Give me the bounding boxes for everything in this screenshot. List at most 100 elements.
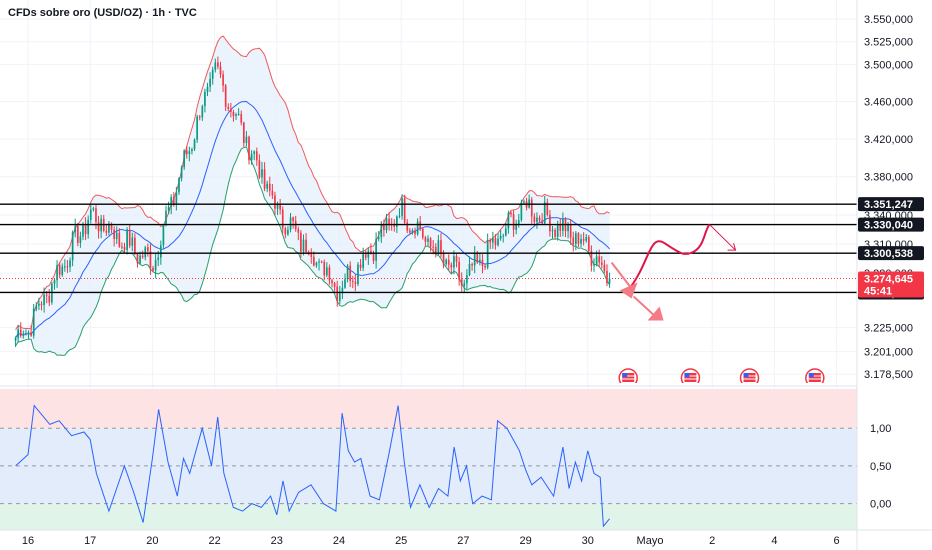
candle xyxy=(154,253,157,279)
chart-title: CFDs sobre oro (USD/OZ) · 1h · TVC xyxy=(8,7,197,19)
us-event-flag-icon[interactable] xyxy=(680,368,701,387)
candle xyxy=(305,233,307,254)
drop-arrow-shaft xyxy=(610,261,633,290)
candle xyxy=(201,104,204,121)
candle xyxy=(217,56,219,70)
candle xyxy=(507,210,510,234)
candle xyxy=(97,215,100,239)
candle xyxy=(32,303,35,339)
candle xyxy=(58,262,61,279)
candle xyxy=(84,217,87,241)
time-tick-label: 16 xyxy=(22,535,34,547)
candle xyxy=(232,109,235,122)
candle xyxy=(320,260,323,264)
price-tick-label: 3.500,000 xyxy=(864,60,913,72)
candle xyxy=(587,235,590,254)
candle xyxy=(51,282,53,305)
candle xyxy=(445,258,447,266)
candle xyxy=(123,242,126,254)
candle xyxy=(141,250,144,259)
candle xyxy=(538,215,541,223)
current-price-tag-bg xyxy=(858,271,924,298)
candle xyxy=(240,110,243,126)
candle xyxy=(35,302,38,312)
target-arrow-head xyxy=(647,306,664,321)
candle xyxy=(447,254,450,271)
candle xyxy=(152,265,154,272)
candle xyxy=(17,325,19,343)
candle xyxy=(250,150,253,165)
candle xyxy=(271,183,274,200)
candle xyxy=(458,256,460,286)
candle xyxy=(126,227,128,255)
candle xyxy=(43,287,45,313)
candle xyxy=(180,165,183,182)
candlestick-series xyxy=(14,56,611,347)
candle xyxy=(424,235,427,247)
candle xyxy=(66,260,69,273)
candle xyxy=(302,234,305,256)
time-tick-label: 29 xyxy=(519,535,531,547)
oscillator-tick-label: 0,50 xyxy=(870,461,891,473)
time-tick-label: 2 xyxy=(709,535,715,547)
candle xyxy=(211,66,214,85)
candle xyxy=(318,258,320,271)
candle xyxy=(274,191,276,215)
oscillator-axis[interactable]: 1,00 0,50 0,00 xyxy=(870,423,891,510)
candle xyxy=(242,121,245,147)
candle xyxy=(354,274,357,292)
candle xyxy=(466,269,468,290)
us-event-flag-icon[interactable] xyxy=(805,368,825,387)
candle xyxy=(520,199,523,222)
candle xyxy=(401,194,403,220)
candle xyxy=(359,259,362,271)
time-tick-label: 23 xyxy=(271,535,283,547)
candle xyxy=(403,194,406,225)
economic-events xyxy=(618,368,825,387)
candle xyxy=(510,211,512,218)
candle xyxy=(237,108,240,116)
candle xyxy=(569,219,572,245)
current-price-label: 3.274,645 xyxy=(864,273,913,285)
candle xyxy=(165,205,167,227)
candle xyxy=(344,273,346,289)
oscillator-tick-label: 1,00 xyxy=(870,423,891,435)
candle xyxy=(131,232,134,252)
candle xyxy=(134,233,136,256)
us-event-flag-icon[interactable] xyxy=(739,368,760,387)
candle xyxy=(128,224,131,249)
level-tag-bg xyxy=(858,197,924,212)
candle xyxy=(261,161,263,184)
candle xyxy=(206,82,209,97)
candle xyxy=(175,186,178,211)
candle xyxy=(533,213,536,226)
candle xyxy=(554,227,556,240)
candle xyxy=(30,325,32,337)
candle xyxy=(479,253,481,266)
candle xyxy=(375,232,377,269)
candle xyxy=(61,263,64,277)
candle xyxy=(499,230,502,241)
time-tick-label: 30 xyxy=(582,535,594,547)
candle xyxy=(598,249,601,267)
projection-drawing xyxy=(610,223,737,321)
candle xyxy=(108,221,110,236)
candle xyxy=(393,219,396,232)
candle xyxy=(198,114,201,121)
candle xyxy=(268,176,271,197)
candle xyxy=(492,231,494,249)
candle xyxy=(253,150,256,161)
oscillator-pane[interactable] xyxy=(0,389,857,530)
us-event-flag-icon[interactable] xyxy=(618,368,638,387)
price-tick-label: 3.201,000 xyxy=(864,347,913,359)
drop-arrow-head xyxy=(619,282,638,299)
candle xyxy=(297,226,300,241)
candle xyxy=(38,297,40,311)
time-axis[interactable]: 16 17 20 22 23 24 25 27 29 30 Mayo 2 4 6 xyxy=(22,535,840,547)
candle xyxy=(289,213,292,233)
candle xyxy=(434,243,437,258)
price-tick-label: 3.178,500 xyxy=(864,369,913,381)
projection-arrow-head xyxy=(727,243,737,251)
